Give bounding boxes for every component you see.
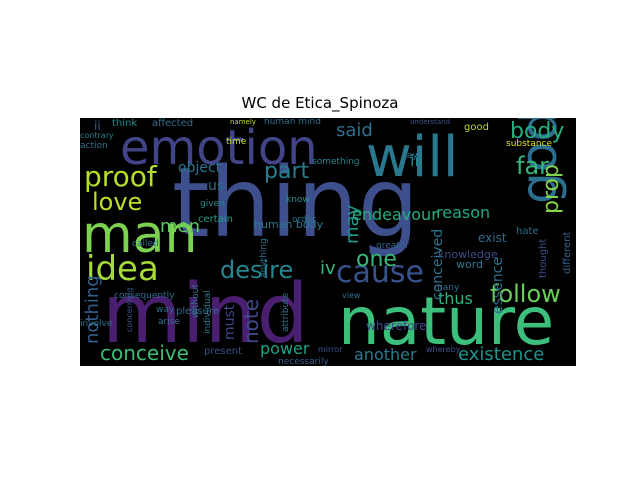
word-existence: existence [458, 344, 544, 365]
word-essence: essence [490, 257, 506, 314]
word-knowledge: knowledge [438, 248, 498, 261]
word-prop: prop [539, 164, 564, 214]
word-must: must [222, 304, 238, 340]
word-love: love [92, 188, 142, 216]
word-something: something [312, 157, 360, 167]
word-without: without [191, 284, 201, 318]
word-us: us [208, 178, 224, 194]
word-object: object [178, 160, 222, 176]
word-view: view [342, 291, 361, 300]
word-contrary: contrary [80, 131, 114, 140]
word-cloud-panel: thing mind nature man will emotion god idea caus… [80, 118, 576, 366]
word-human-body: human body [254, 218, 324, 231]
word-nature: nature [338, 283, 554, 360]
word-certain: certain [198, 214, 233, 225]
word-arise: arise [158, 317, 180, 327]
word-body: body [510, 119, 564, 144]
word-anything: anything [259, 238, 269, 278]
word-thought: thought [538, 239, 549, 278]
word-say: say [402, 151, 418, 161]
word-exist: exist [478, 231, 507, 245]
word-iv: iv [320, 258, 336, 279]
word-reason: reason [436, 203, 490, 222]
word-think: think [112, 118, 137, 129]
word-know: know [286, 195, 310, 205]
word-idea: idea [86, 249, 159, 289]
word-power: power [260, 339, 310, 358]
word-present: present [204, 346, 242, 357]
cloud-background [80, 118, 576, 366]
word-necessarily: necessarily [278, 357, 329, 366]
word-given: given [200, 199, 225, 209]
word-iii: iii [410, 151, 423, 170]
word-consequently: consequently [114, 291, 175, 301]
word-substance: substance [506, 139, 552, 149]
word-man: man [82, 205, 197, 265]
word-attribute: attribute [281, 292, 291, 332]
word-mind: mind [102, 267, 309, 362]
word-follow: follow [490, 280, 561, 308]
word-action: action [80, 141, 108, 151]
word-called: called [132, 239, 159, 249]
word-nothing: nothing [82, 275, 103, 344]
word-different: different [562, 231, 573, 274]
word-greater: greater [376, 241, 409, 251]
word-wherefore: wherefore [366, 319, 426, 333]
word-emotion: emotion [120, 120, 318, 176]
word-thus: thus [438, 289, 473, 308]
word-human-mind: human mind [264, 118, 321, 127]
word-order: order [292, 215, 316, 225]
word-good: good [464, 122, 489, 133]
word-individual: individual [203, 290, 213, 334]
word-note: note [239, 299, 263, 344]
word-mirror: mirror [318, 345, 343, 354]
word-hate: hate [516, 226, 539, 237]
word-god: god [510, 118, 568, 204]
word-involve: involve [80, 319, 113, 329]
word-another: another [354, 345, 417, 364]
word-ii: ii [94, 119, 101, 133]
figure-title: WC de Etica_Spinoza [241, 94, 399, 112]
word-endeavour: endeavour [352, 205, 438, 224]
word-part: part [264, 159, 309, 184]
word-pleasure: pleasure [176, 306, 219, 317]
word-cause: cause [336, 255, 424, 290]
word-namely: namely [230, 118, 256, 126]
word-time: time [226, 137, 247, 147]
word-will: will [366, 125, 458, 190]
word-proof: proof [84, 160, 158, 193]
word-concerning: concerning [125, 288, 134, 332]
word-said: said [336, 120, 373, 141]
word-way: way [156, 305, 175, 315]
word-may: may [342, 204, 363, 244]
word-thing: thing [172, 147, 419, 259]
word-understand: understand [410, 118, 450, 126]
word-whereby: whereby [426, 345, 461, 354]
word-men: men [160, 216, 200, 237]
word-affected: affected [152, 118, 193, 129]
word-many: many [434, 283, 460, 293]
word-one: one [356, 247, 397, 272]
word-far: far [516, 152, 549, 180]
word-word: word [456, 258, 483, 271]
word-conceived: conceived [430, 229, 446, 300]
word-conceive: conceive [100, 341, 189, 365]
word-desire: desire [220, 256, 293, 284]
